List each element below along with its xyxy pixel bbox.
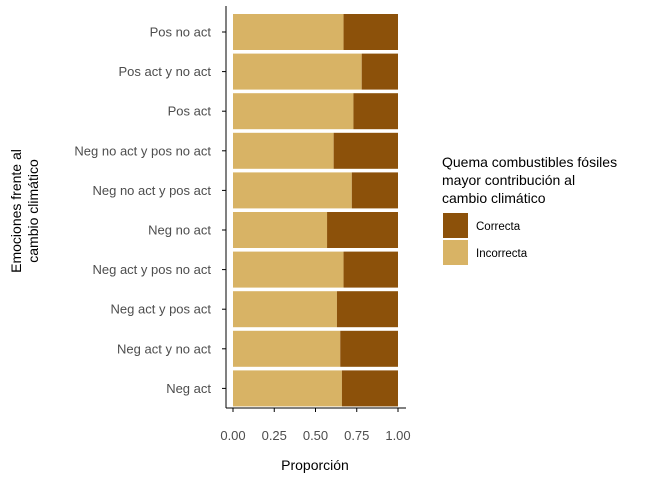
legend-title-line-2: mayor contribución al — [442, 172, 575, 188]
y-tick-label: Neg act y no act — [117, 341, 211, 356]
bar-pos-act-y-no-act-incorrecta — [233, 53, 362, 90]
legend-label-incorrecta: Incorrecta — [476, 248, 528, 260]
x-tick-label: 0.75 — [344, 428, 369, 443]
bar-neg-no-act-incorrecta — [233, 212, 328, 248]
x-axis-title: Proporción — [281, 457, 349, 473]
y-tick-label: Neg no act — [148, 223, 211, 238]
x-tick-label: 0.50 — [303, 428, 328, 443]
y-tick-label: Pos act — [168, 104, 212, 119]
bar-neg-no-act-y-pos-no-act-correcta — [333, 132, 398, 169]
legend-swatch-correcta — [443, 213, 468, 238]
legend-swatch-incorrecta — [443, 240, 468, 265]
bar-neg-act-y-pos-no-act-incorrecta — [233, 251, 344, 288]
bar-neg-act-y-pos-no-act-correcta — [343, 251, 398, 288]
y-axis-title-line-1: Emociones frente al — [8, 149, 24, 273]
bar-neg-act-y-pos-act-incorrecta — [233, 291, 337, 328]
bar-neg-act-y-no-act-correcta — [340, 330, 398, 367]
legend-title-line-1: Quema combustibles fósiles — [442, 154, 617, 170]
y-axis-title: Emociones frente al cambio climático — [8, 149, 41, 273]
y-tick-label: Neg no act y pos no act — [74, 143, 211, 158]
y-tick-label: Neg act y pos act — [111, 302, 212, 317]
y-tick-label: Pos no act — [150, 25, 212, 40]
x-tick-label: 0.25 — [262, 428, 287, 443]
bar-pos-no-act-incorrecta — [233, 14, 344, 50]
bar-neg-no-act-correcta — [327, 212, 398, 248]
bar-pos-act-correcta — [353, 93, 398, 130]
bar-pos-no-act-correcta — [343, 14, 398, 50]
y-axis-ticks: Pos no act Pos act y no act Pos act Neg no … — [74, 25, 226, 396]
x-axis-ticks: 0.00 0.25 0.50 0.75 1.00 — [220, 408, 411, 443]
bar-neg-no-act-y-pos-act-incorrecta — [233, 172, 352, 209]
y-tick-label: Neg act — [166, 381, 211, 396]
bar-pos-act-incorrecta — [233, 93, 354, 130]
x-tick-label: 1.00 — [385, 428, 410, 443]
bar-neg-act-correcta — [341, 370, 398, 407]
y-tick-label: Pos act y no act — [119, 64, 212, 79]
legend-label-correcta: Correcta — [476, 221, 521, 233]
bar-neg-act-y-no-act-incorrecta — [233, 330, 341, 367]
bar-neg-no-act-y-pos-act-correcta — [351, 172, 398, 209]
bars-layer — [233, 14, 398, 407]
legend: Quema combustibles fósiles mayor contrib… — [442, 154, 617, 265]
bar-neg-no-act-y-pos-no-act-incorrecta — [233, 132, 334, 169]
legend-title-line-3: cambio climático — [442, 190, 546, 206]
y-tick-label: Neg act y pos no act — [92, 262, 211, 277]
bar-neg-act-y-pos-act-correcta — [336, 291, 398, 328]
x-tick-label: 0.00 — [220, 428, 245, 443]
bar-neg-act-incorrecta — [233, 370, 342, 407]
bar-pos-act-y-no-act-correcta — [361, 53, 398, 90]
y-axis-title-line-2: cambio climático — [25, 159, 41, 263]
y-tick-label: Neg no act y pos act — [92, 183, 211, 198]
